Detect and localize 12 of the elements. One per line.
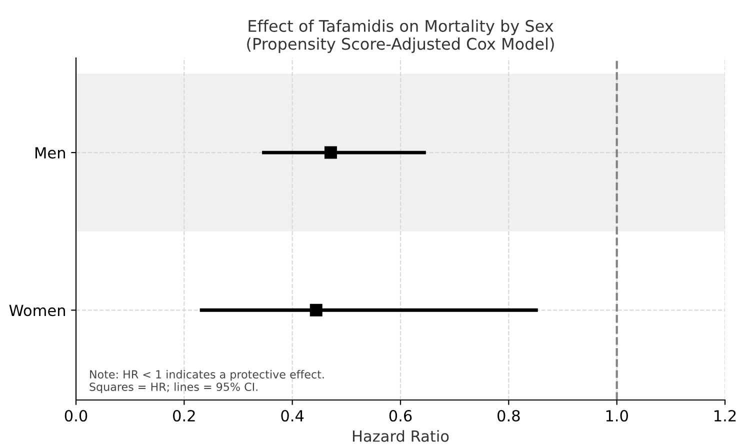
x-tick-label: 0.2 [173,410,195,422]
x-tick-label: 0.4 [281,410,304,422]
annotation: Note: HR < 1 indicates a protective effect. Squares = HR; lines = 95% CI. [90,370,324,394]
x-tick-label: 1.2 [714,410,736,422]
x-tick-label: 0.6 [389,410,412,422]
y-tick-label: Women [9,304,65,316]
x-tick-label: 1.0 [606,410,628,422]
x-tick-label: 0.0 [64,410,88,422]
y-tick-label: Men [36,147,65,159]
chart-title: Effect of Tafamidis on Mortality by Sex (Propensity Score-Adjusted Cox Model) [247,20,554,53]
x-axis-title: Hazard Ratio [352,430,449,442]
x-tick-label: 0.8 [498,410,520,422]
